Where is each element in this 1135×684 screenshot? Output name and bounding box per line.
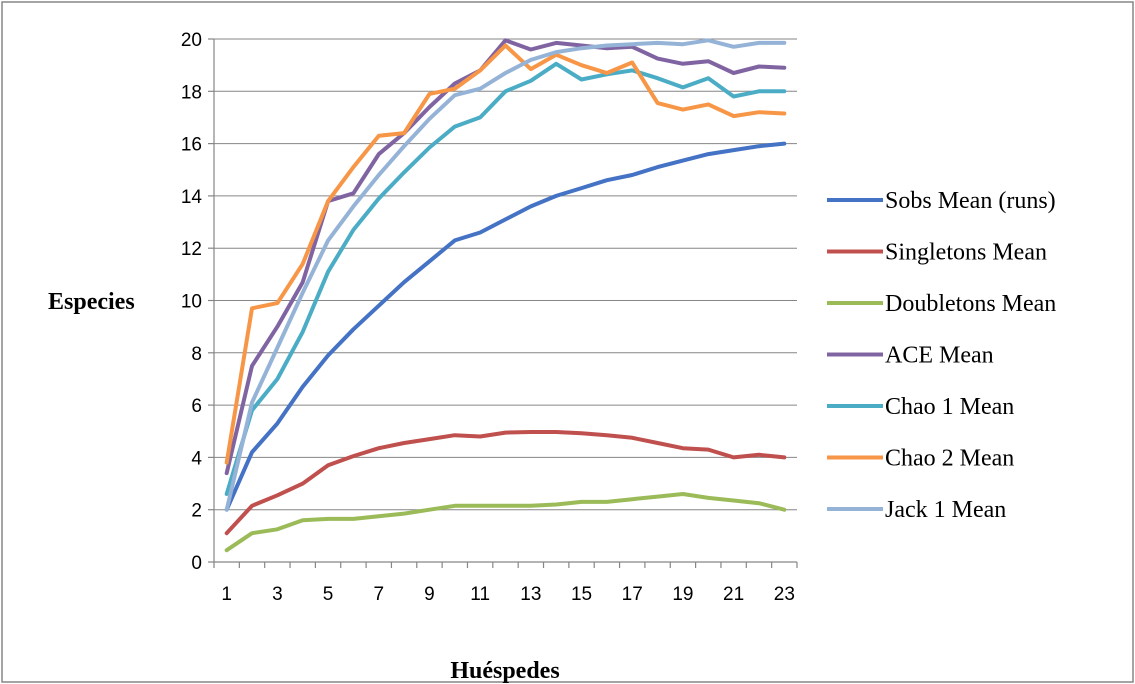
legend-label: Doubletons Mean bbox=[885, 291, 1056, 317]
y-tick-label: 12 bbox=[181, 239, 202, 260]
x-tick-label: 23 bbox=[774, 584, 795, 605]
y-axis-title: Especies bbox=[48, 289, 135, 315]
x-tick-label: 5 bbox=[323, 584, 334, 605]
x-tick-label: 9 bbox=[424, 584, 435, 605]
series-line-3 bbox=[224, 38, 787, 476]
y-tick-label: 6 bbox=[191, 396, 202, 417]
series-line-0 bbox=[224, 141, 787, 512]
series-lines bbox=[224, 38, 787, 553]
y-tick-label: 20 bbox=[181, 30, 202, 51]
series-line-2 bbox=[224, 492, 787, 553]
legend-label: Chao 2 Mean bbox=[885, 446, 1014, 472]
x-tick-label: 15 bbox=[571, 584, 592, 605]
x-tick-label: 19 bbox=[672, 584, 693, 605]
series-line-1 bbox=[224, 430, 787, 536]
y-tick-label: 0 bbox=[191, 553, 202, 574]
x-tick-label: 3 bbox=[272, 584, 283, 605]
series-line-6 bbox=[224, 38, 787, 512]
x-tick-label: 17 bbox=[622, 584, 643, 605]
legend-label: Jack 1 Mean bbox=[885, 497, 1006, 523]
x-tick-label: 7 bbox=[373, 584, 384, 605]
x-tick-label: 11 bbox=[470, 584, 490, 605]
x-tick-label: 13 bbox=[520, 584, 541, 605]
x-axis-title: Huéspedes bbox=[450, 658, 559, 684]
y-tick-label: 16 bbox=[181, 135, 202, 156]
series-line-4 bbox=[224, 61, 787, 496]
y-tick-label: 10 bbox=[181, 292, 202, 313]
x-tick-labels: 1 3 5 7 9 11 13 15 17 19 21 23 bbox=[221, 584, 795, 605]
x-tick-label: 1 bbox=[221, 584, 232, 605]
y-tick-label: 8 bbox=[191, 344, 202, 365]
legend-label: Chao 1 Mean bbox=[885, 394, 1014, 420]
series-line-5 bbox=[224, 43, 787, 465]
axes bbox=[208, 38, 798, 568]
legend: Sobs Mean (runs) Singletons Mean Doubleton… bbox=[827, 188, 1056, 523]
x-tick-label: 21 bbox=[723, 584, 744, 605]
legend-label: ACE Mean bbox=[885, 343, 994, 369]
y-tick-label: 2 bbox=[191, 501, 202, 522]
y-tick-label: 14 bbox=[181, 187, 203, 208]
legend-label: Sobs Mean (runs) bbox=[885, 188, 1056, 214]
y-tick-labels: 0 2 4 6 8 10 12 14 16 18 20 bbox=[181, 30, 203, 574]
legend-label: Singletons Mean bbox=[885, 240, 1047, 266]
y-tick-label: 18 bbox=[181, 82, 202, 103]
y-tick-label: 4 bbox=[191, 448, 202, 469]
